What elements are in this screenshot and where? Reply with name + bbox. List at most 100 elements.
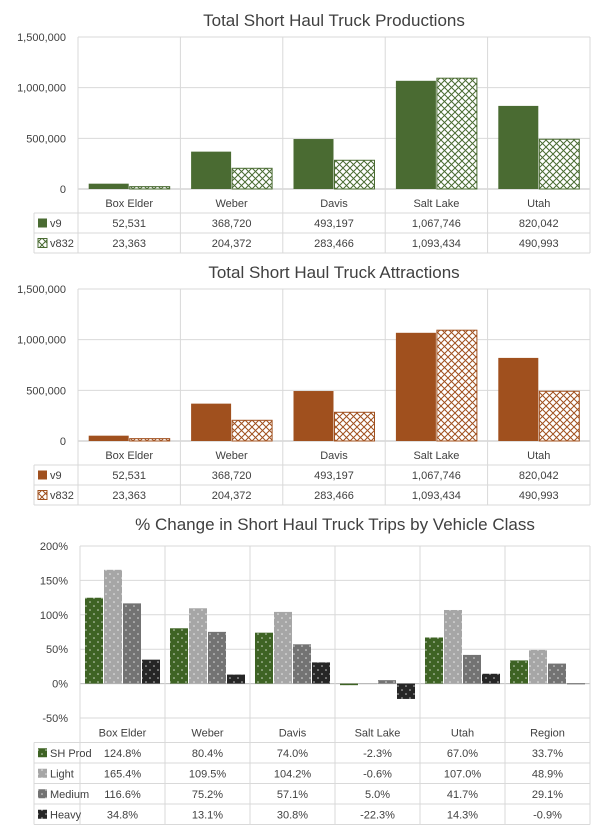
bar-v9-salt-lake xyxy=(395,332,436,441)
bar-sh-prod-region xyxy=(510,660,528,684)
data-label: 57.1% xyxy=(277,789,308,801)
data-label: 368,720 xyxy=(212,470,252,482)
data-label: 820,042 xyxy=(519,218,559,230)
data-label: 204,372 xyxy=(212,490,252,502)
bar-medium-region xyxy=(548,663,566,684)
x-tick-label: Salt Lake xyxy=(355,727,401,739)
bar-v832-utah xyxy=(538,390,580,442)
data-label: 52,531 xyxy=(112,218,146,230)
legend-label: v9 xyxy=(50,218,62,230)
bar-heavy-region xyxy=(567,683,585,685)
data-label: 80.4% xyxy=(192,748,223,760)
bar-v832-box-elder xyxy=(129,438,171,442)
legend-label: Medium xyxy=(50,789,89,801)
x-tick-label: Box Elder xyxy=(105,450,153,462)
data-label: 109.5% xyxy=(189,768,227,780)
data-label: 368,720 xyxy=(212,218,252,230)
data-label: 30.8% xyxy=(277,809,308,821)
data-label: 74.0% xyxy=(277,748,308,760)
x-tick-label: Salt Lake xyxy=(413,450,459,462)
y-tick-label: 0% xyxy=(52,679,68,691)
data-label: 490,993 xyxy=(519,238,559,250)
bar-light-utah xyxy=(444,609,462,684)
bar-v9-davis xyxy=(293,139,334,189)
data-label: 41.7% xyxy=(447,789,478,801)
bar-light-box-elder xyxy=(104,569,122,684)
data-label: 204,372 xyxy=(212,238,252,250)
bar-v9-weber xyxy=(191,151,232,189)
y-tick-label: 0 xyxy=(60,436,66,448)
y-tick-label: 1,000,000 xyxy=(17,335,66,347)
legend-label: SH Prod xyxy=(50,748,92,760)
data-label: 29.1% xyxy=(532,789,563,801)
y-tick-label: 150% xyxy=(40,575,68,587)
data-label: 165.4% xyxy=(104,768,142,780)
x-tick-label: Davis xyxy=(320,198,348,210)
bar-heavy-utah xyxy=(482,673,500,684)
bar-medium-utah xyxy=(463,654,481,684)
x-tick-label: Box Elder xyxy=(105,198,153,210)
legend-swatch xyxy=(38,768,47,778)
data-label: 1,093,434 xyxy=(412,238,461,250)
x-tick-label: Weber xyxy=(215,450,248,462)
bar-sh-prod-davis xyxy=(255,632,273,684)
data-label: 104.2% xyxy=(274,768,312,780)
bar-light-davis xyxy=(274,611,292,684)
bar-v9-weber xyxy=(191,403,232,441)
bar-v9-box-elder xyxy=(88,435,129,441)
legend-swatch xyxy=(38,218,47,228)
bar-medium-box-elder xyxy=(123,603,141,684)
data-label: 1,067,746 xyxy=(412,470,461,482)
data-label: 13.1% xyxy=(192,809,223,821)
legend-label: v832 xyxy=(50,490,74,502)
data-label: 48.9% xyxy=(532,768,563,780)
chart-3: % Change in Short Haul Truck Trips by Ve… xyxy=(33,515,591,825)
legend-label: v832 xyxy=(50,238,74,250)
x-tick-label: Davis xyxy=(279,727,307,739)
chart-title: Total Short Haul Truck Productions xyxy=(203,11,465,30)
bar-v9-salt-lake xyxy=(395,80,436,189)
data-label: 493,197 xyxy=(314,470,354,482)
data-label: 14.3% xyxy=(447,809,478,821)
bar-v9-davis xyxy=(293,391,334,441)
chart-2: Total Short Haul Truck Attractions 1,500,… xyxy=(17,263,591,506)
data-label: 124.8% xyxy=(104,748,142,760)
bar-v832-weber xyxy=(231,167,273,190)
data-label: 5.0% xyxy=(365,789,390,801)
bar-medium-davis xyxy=(293,644,311,684)
x-tick-label: Utah xyxy=(527,450,550,462)
legend-swatch xyxy=(38,748,47,758)
bar-heavy-box-elder xyxy=(142,659,160,684)
y-tick-label: 50% xyxy=(46,644,68,656)
data-label: 490,993 xyxy=(519,490,559,502)
bar-light-salt-lake xyxy=(359,683,377,685)
x-tick-label: Utah xyxy=(527,198,550,210)
bar-sh-prod-salt-lake xyxy=(340,683,358,686)
x-tick-label: Davis xyxy=(320,450,348,462)
data-label: -22.3% xyxy=(360,809,395,821)
bar-v9-box-elder xyxy=(88,183,129,189)
bar-v832-box-elder xyxy=(129,186,171,190)
data-label: -0.6% xyxy=(363,768,392,780)
x-tick-label: Region xyxy=(530,727,565,739)
data-label: 283,466 xyxy=(314,238,354,250)
bar-v9-utah xyxy=(498,105,539,189)
data-label: 1,093,434 xyxy=(412,490,461,502)
data-label: 52,531 xyxy=(112,470,146,482)
y-tick-label: 200% xyxy=(40,541,68,553)
y-tick-label: 1,500,000 xyxy=(17,32,66,44)
data-label: 1,067,746 xyxy=(412,218,461,230)
data-label: 33.7% xyxy=(532,748,563,760)
legend-swatch xyxy=(38,789,47,799)
chart-title: Total Short Haul Truck Attractions xyxy=(208,263,459,282)
y-tick-label: 500,000 xyxy=(26,133,66,145)
bar-light-region xyxy=(529,649,547,684)
bar-medium-weber xyxy=(208,631,226,684)
data-label: 34.8% xyxy=(107,809,138,821)
legend-label: v9 xyxy=(50,470,62,482)
bar-v832-salt-lake xyxy=(436,77,478,190)
y-tick-label: -50% xyxy=(42,713,68,725)
legend-swatch xyxy=(38,809,47,819)
x-tick-label: Box Elder xyxy=(99,727,147,739)
